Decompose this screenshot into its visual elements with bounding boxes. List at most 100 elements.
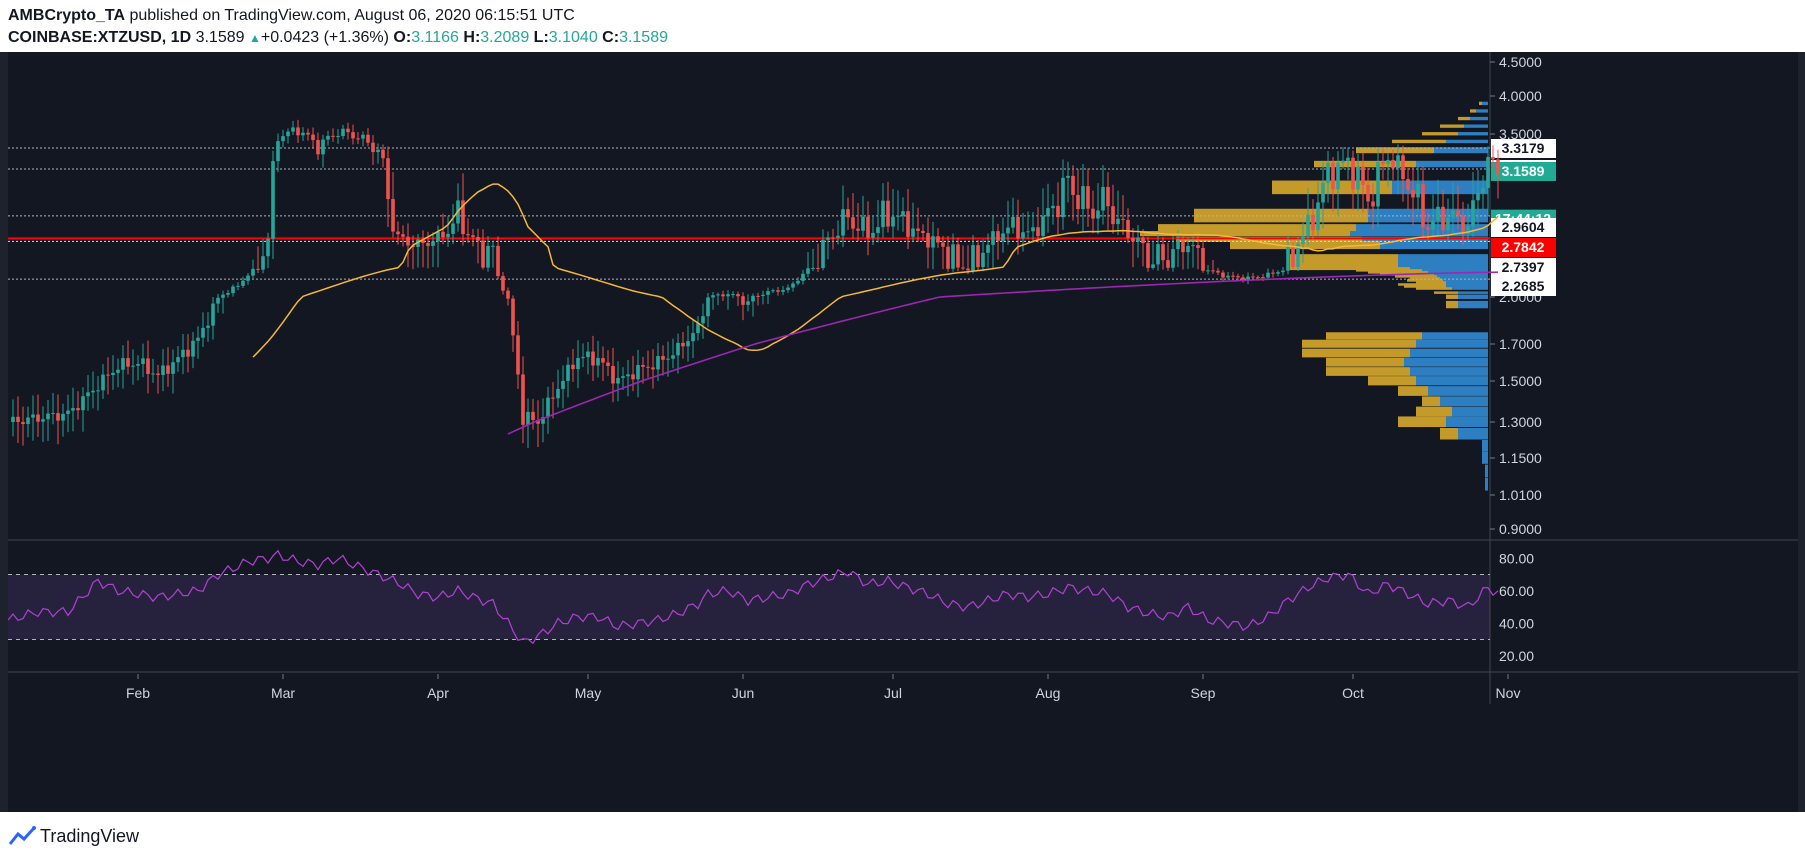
candle-body (176, 357, 180, 363)
candle-body (1251, 276, 1255, 278)
candle-body (1386, 159, 1390, 165)
candle-body (756, 295, 760, 297)
volume-profile-down-bar (1446, 294, 1458, 299)
candle-body (1291, 246, 1295, 268)
volume-profile-up-bar (1434, 147, 1488, 154)
candle-body (1176, 240, 1180, 250)
candle-body (471, 235, 475, 237)
candle-body (791, 283, 795, 288)
candle-body (1381, 162, 1385, 165)
candle-body (1121, 218, 1125, 220)
candle-body (146, 358, 150, 374)
volume-profile-down-bar (1398, 386, 1428, 396)
candle-body (156, 373, 160, 375)
candle-body (676, 342, 680, 356)
candle-body (846, 209, 850, 218)
volume-profile-up-bar (1437, 275, 1488, 278)
volume-profile-down-bar (1470, 109, 1476, 113)
candle-body (811, 267, 815, 269)
candle-body (1161, 244, 1165, 261)
candle-body (311, 134, 315, 141)
volume-profile-down-bar (1398, 283, 1446, 286)
candle-body (661, 356, 665, 360)
candle-body (436, 231, 440, 242)
candle-body (356, 138, 360, 140)
candle-body (366, 134, 370, 143)
candle-body (1436, 206, 1440, 221)
volume-profile-up-bar (1422, 269, 1488, 272)
chart-canvas[interactable]: 4.50004.00003.50002.00001.70001.50001.30… (8, 52, 1798, 812)
candle-body (836, 235, 840, 238)
price-tick-label: 1.7000 (1499, 336, 1542, 352)
price-tick-label: 1.3000 (1499, 414, 1542, 430)
candle-body (941, 242, 945, 247)
candle-body (851, 217, 855, 229)
volume-profile-down-bar (1458, 116, 1470, 121)
symbol-label[interactable]: COINBASE:XTZUSD, 1D (8, 29, 192, 46)
moving-average-short-line (252, 183, 1499, 358)
date-tick-label: Sep (1191, 685, 1216, 701)
tradingview-logo-icon[interactable] (8, 824, 36, 848)
date-tick-label: Nov (1496, 685, 1521, 701)
volume-profile-up-bar (1485, 477, 1488, 491)
candle-body (936, 236, 940, 243)
volume-profile-up-bar (1458, 294, 1488, 299)
candle-body (711, 295, 715, 298)
candle-body (796, 280, 800, 284)
candle-body (476, 236, 480, 241)
candle-body (1491, 156, 1495, 160)
candle-body (1496, 159, 1500, 175)
candle-body (1046, 208, 1050, 217)
candle-body (916, 228, 920, 231)
rsi-tick-label: 20.00 (1499, 648, 1534, 664)
candle-body (1141, 237, 1145, 244)
price-label-text: 2.7397 (1502, 259, 1545, 275)
candle-body (651, 367, 655, 370)
candle-body (251, 268, 255, 276)
candle-body (741, 296, 745, 305)
candle-body (1421, 184, 1425, 228)
tradingview-brand[interactable]: TradingView (40, 826, 140, 846)
author-name[interactable]: AMBCrypto_TA (8, 7, 126, 24)
candle-body (1431, 220, 1435, 230)
candle-body (296, 127, 300, 136)
chart-area[interactable]: 4.5000 4.0000 3.5000 2.0000 1.7000 1.5000 1.30… (8, 52, 1798, 812)
volume-profile-down-bar (1416, 287, 1452, 290)
open-label: O: (393, 29, 412, 46)
candle-body (601, 358, 605, 363)
candle-body (961, 267, 965, 269)
candle-body (1401, 155, 1405, 180)
volume-profile-down-bar (1404, 285, 1446, 288)
volume-profile-up-bar (1446, 416, 1488, 428)
candle-body (1476, 192, 1480, 201)
price-label-box (1491, 218, 1556, 237)
volume-profile-up-bar (1485, 464, 1488, 478)
candle-body (1081, 186, 1085, 210)
candle-body (276, 141, 280, 162)
volume-profile-up-bar (1470, 116, 1488, 121)
candle-body (46, 413, 50, 420)
candle-body (131, 365, 135, 367)
candle-body (36, 414, 40, 422)
candle-body (976, 245, 980, 268)
candle-body (1471, 200, 1475, 227)
candle-body (1216, 270, 1220, 273)
candle-body (1351, 157, 1355, 190)
candle-body (501, 276, 505, 291)
candle-body (386, 158, 390, 200)
candle-body (321, 139, 325, 155)
candle-body (886, 200, 890, 227)
candle-body (926, 233, 930, 248)
candle-body (21, 421, 25, 425)
candle-body (1096, 210, 1100, 219)
candle-body (101, 374, 105, 391)
candle-body (1171, 249, 1175, 268)
candle-body (686, 341, 690, 347)
volume-profile-down-bar (1326, 267, 1410, 270)
candle-body (111, 372, 115, 376)
volume-profile-down-bar (1422, 396, 1440, 407)
volume-profile-down-bar (1290, 254, 1398, 271)
close-label: C: (602, 29, 620, 46)
candle-body (521, 374, 525, 425)
candle-body (616, 377, 620, 384)
